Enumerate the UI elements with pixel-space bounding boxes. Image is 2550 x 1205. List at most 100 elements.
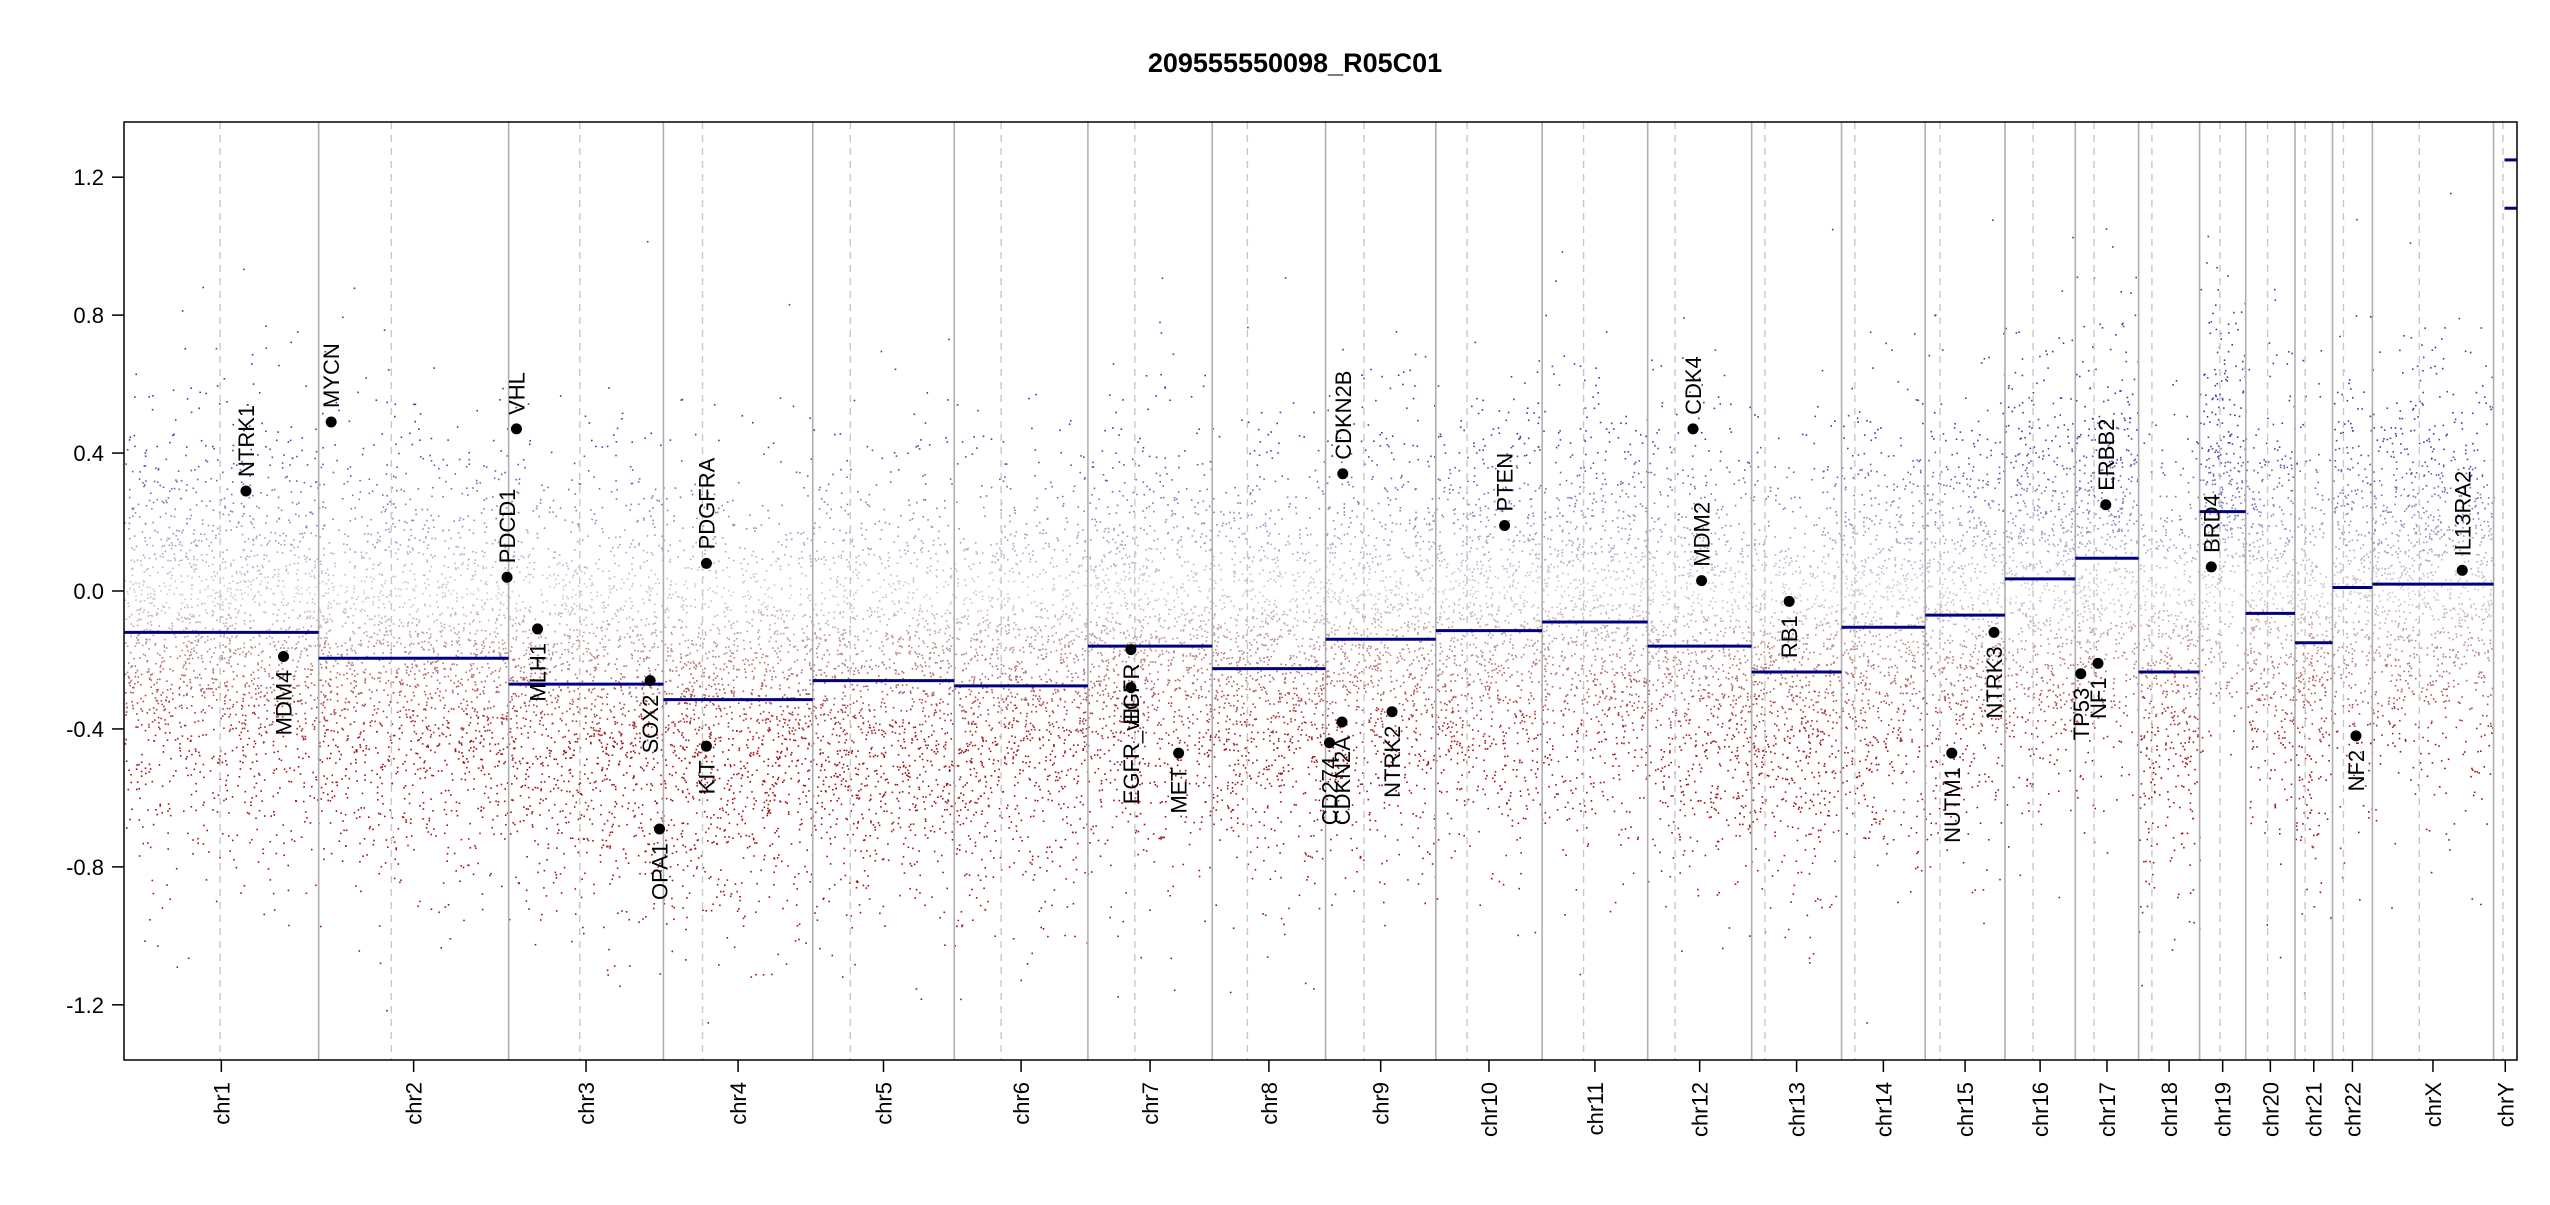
probe-point bbox=[216, 385, 219, 387]
probe-point bbox=[258, 772, 260, 775]
probe-point bbox=[214, 678, 216, 681]
probe-point bbox=[765, 670, 768, 673]
probe-point bbox=[193, 616, 195, 618]
probe-point bbox=[707, 465, 709, 467]
probe-point bbox=[540, 712, 542, 715]
probe-point bbox=[554, 604, 556, 606]
probe-point bbox=[193, 768, 196, 771]
probe-point bbox=[541, 593, 543, 596]
probe-point bbox=[653, 603, 656, 605]
probe-point bbox=[138, 763, 140, 766]
probe-point bbox=[186, 398, 189, 400]
probe-point bbox=[432, 661, 434, 664]
probe-point bbox=[487, 619, 490, 622]
probe-point bbox=[545, 657, 548, 660]
probe-point bbox=[543, 489, 545, 492]
probe-point bbox=[259, 723, 262, 726]
probe-point bbox=[490, 787, 492, 789]
probe-point bbox=[631, 742, 633, 744]
probe-point bbox=[330, 729, 333, 732]
probe-point bbox=[210, 638, 212, 641]
probe-point bbox=[511, 799, 513, 801]
probe-point bbox=[327, 643, 330, 646]
probe-point bbox=[205, 538, 208, 541]
probe-point bbox=[446, 860, 448, 862]
probe-point bbox=[448, 721, 450, 724]
probe-point bbox=[585, 715, 587, 718]
probe-point bbox=[286, 719, 289, 721]
probe-point bbox=[198, 575, 200, 578]
probe-point bbox=[297, 617, 299, 620]
probe-point bbox=[483, 508, 485, 510]
probe-point bbox=[438, 744, 440, 747]
probe-point bbox=[260, 790, 262, 792]
probe-point bbox=[202, 763, 205, 766]
probe-point bbox=[547, 847, 550, 849]
probe-point bbox=[341, 654, 343, 656]
probe-point bbox=[637, 633, 640, 636]
probe-point bbox=[512, 693, 515, 695]
probe-point bbox=[392, 692, 395, 694]
probe-point bbox=[471, 674, 473, 676]
probe-point bbox=[136, 788, 138, 791]
probe-point bbox=[615, 860, 617, 862]
probe-point bbox=[308, 617, 311, 620]
probe-point bbox=[138, 586, 141, 588]
probe-point bbox=[658, 544, 660, 547]
probe-point bbox=[599, 861, 602, 863]
probe-point bbox=[290, 491, 293, 493]
probe-point bbox=[583, 640, 585, 642]
probe-point bbox=[303, 555, 306, 557]
probe-point bbox=[186, 658, 189, 661]
probe-point bbox=[421, 631, 423, 633]
probe-point bbox=[685, 691, 688, 693]
probe-point bbox=[293, 600, 295, 603]
probe-point bbox=[530, 632, 533, 635]
probe-point bbox=[310, 707, 313, 710]
probe-point bbox=[285, 535, 287, 537]
probe-point bbox=[603, 778, 606, 781]
probe-point bbox=[379, 621, 381, 623]
probe-point bbox=[650, 726, 653, 729]
probe-point bbox=[467, 864, 469, 866]
probe-point bbox=[293, 769, 296, 772]
probe-point bbox=[323, 858, 325, 861]
probe-point bbox=[608, 834, 611, 837]
probe-point bbox=[200, 711, 203, 713]
probe-point bbox=[612, 737, 614, 739]
probe-point bbox=[517, 622, 520, 625]
probe-point bbox=[567, 597, 569, 600]
probe-point bbox=[269, 656, 271, 658]
probe-point bbox=[228, 648, 231, 650]
probe-point bbox=[249, 515, 251, 517]
probe-point bbox=[673, 824, 675, 827]
probe-point bbox=[652, 768, 654, 771]
probe-point bbox=[768, 728, 771, 731]
probe-point bbox=[656, 802, 658, 805]
probe-point bbox=[390, 550, 392, 552]
probe-point bbox=[265, 347, 268, 349]
probe-point bbox=[278, 579, 280, 582]
probe-point bbox=[156, 611, 158, 614]
probe-point bbox=[602, 844, 605, 846]
probe-point bbox=[466, 766, 468, 769]
probe-point bbox=[413, 730, 416, 733]
probe-point bbox=[129, 580, 132, 583]
probe-point bbox=[534, 672, 537, 674]
probe-point bbox=[362, 600, 364, 603]
probe-point bbox=[587, 839, 590, 842]
probe-point bbox=[658, 692, 661, 694]
probe-point bbox=[392, 734, 395, 737]
probe-point bbox=[535, 694, 537, 697]
probe-point bbox=[530, 668, 533, 671]
probe-point bbox=[650, 633, 653, 635]
probe-point bbox=[189, 651, 192, 653]
probe-point bbox=[220, 595, 223, 597]
probe-point bbox=[470, 611, 472, 614]
probe-point bbox=[231, 511, 234, 513]
probe-point bbox=[226, 628, 228, 631]
probe-point bbox=[466, 704, 469, 706]
probe-point bbox=[277, 585, 280, 587]
probe-point bbox=[504, 546, 507, 549]
probe-point bbox=[621, 412, 624, 415]
